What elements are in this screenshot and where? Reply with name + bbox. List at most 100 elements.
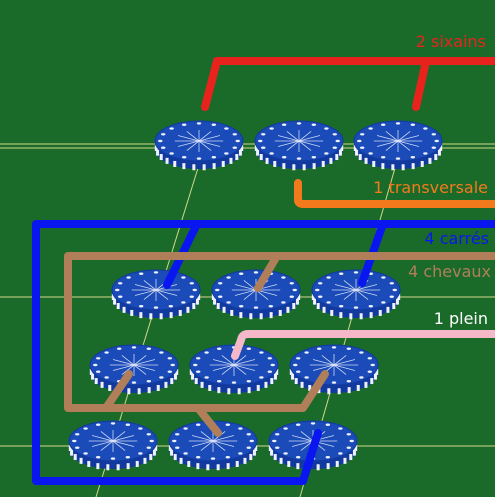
chip-rim-mark	[181, 123, 187, 126]
chip-edge-stripe	[337, 388, 341, 395]
chip-edge-stripe	[70, 449, 74, 456]
sixains-bet[interactable]	[201, 57, 495, 111]
chip-rim-mark	[189, 282, 194, 285]
chip-rim-mark	[238, 427, 243, 430]
chip-edge-stripe	[434, 154, 438, 161]
chip-edge-stripe	[213, 298, 217, 305]
chip-star-ray	[385, 131, 399, 142]
chip-edge-stripe	[395, 298, 399, 305]
chip-edge-stripe	[373, 373, 377, 380]
chip-edge-stripe	[156, 149, 160, 156]
chip-edge-stripe	[135, 460, 139, 467]
chip-rim-mark	[110, 457, 116, 460]
chip-rim-mark	[131, 346, 137, 349]
chip-edge-stripe	[278, 309, 282, 316]
chip-rim-mark	[146, 380, 152, 383]
chip-rim-mark	[261, 146, 266, 149]
chip-star-ray	[300, 431, 314, 442]
chip-edge-stripe	[178, 309, 182, 316]
chip-rim-mark	[246, 380, 252, 383]
chip-rim-mark	[326, 276, 331, 279]
chip-edge-stripe	[235, 154, 239, 161]
chip-rim-mark	[126, 301, 131, 304]
chip-star-ray	[91, 435, 114, 442]
chip-edge-stripe	[437, 149, 441, 156]
chip-edge-stripe	[116, 303, 120, 310]
chip-star-ray	[234, 284, 257, 291]
chip-rim-mark	[381, 276, 386, 279]
chip-star-ray	[133, 355, 147, 366]
chip-edge-stripe	[217, 387, 221, 394]
chip-edge-stripe	[173, 373, 177, 380]
chip-rim-mark	[368, 127, 373, 130]
plein-bet[interactable]	[231, 330, 495, 360]
chip-star-ray	[355, 289, 369, 300]
chip-rim-mark	[224, 152, 229, 155]
chip-star-ray	[133, 364, 147, 375]
chip-rim-mark	[225, 423, 231, 426]
chip-rim-mark	[367, 370, 372, 373]
chip-edge-stripe	[335, 154, 339, 161]
chevaux-bet[interactable]	[64, 252, 495, 437]
chip-edge-stripe	[352, 449, 356, 456]
chip-star-ray	[198, 131, 212, 142]
chip-rim-mark	[196, 357, 201, 360]
chip-rim-mark	[168, 305, 174, 308]
chip-star-ray	[133, 364, 156, 371]
chip-edge-stripe	[127, 388, 131, 395]
chip-edge-stripe	[343, 457, 347, 464]
chip	[111, 269, 201, 320]
chip-edge-stripe	[192, 164, 196, 171]
chip-rim-mark	[311, 123, 317, 126]
chip-edge-stripe	[381, 163, 385, 170]
chip-rim-mark	[423, 127, 428, 130]
chip-edge-stripe	[243, 457, 247, 464]
transversale-bet[interactable]	[294, 179, 495, 208]
chip-star-ray	[112, 431, 126, 442]
chip-edge-stripe	[139, 312, 143, 319]
chip-rim-mark	[261, 133, 266, 136]
chip-edge-stripe	[329, 157, 333, 164]
chip-edge-stripe	[411, 163, 415, 170]
chip-edge-stripe	[149, 313, 153, 320]
chip-edge-stripe	[330, 309, 334, 316]
chip-rim-mark	[269, 127, 274, 130]
chip-edge-stripe	[273, 454, 277, 461]
chip-rim-mark	[281, 123, 287, 126]
chip	[168, 420, 258, 471]
chip-edge-stripe	[275, 369, 279, 375]
chip-edge-stripe	[216, 303, 220, 310]
chip-rim-mark	[149, 439, 154, 443]
chip-rim-mark	[224, 127, 229, 130]
chip-edge-stripe	[439, 145, 443, 151]
chip-rim-mark	[338, 272, 344, 275]
chip-edge-stripe	[297, 294, 301, 300]
chip	[211, 269, 301, 320]
chip-edge-stripe	[364, 157, 368, 164]
chip-star-ray	[198, 140, 221, 147]
chip-star-ray	[376, 135, 399, 142]
chip-rim-mark	[380, 156, 386, 159]
chip-rim-mark	[275, 446, 280, 449]
chip-rim-mark	[359, 351, 364, 354]
chip-rim-mark	[118, 295, 123, 298]
chip-star-ray	[143, 280, 157, 291]
chip-star-ray	[112, 359, 135, 366]
chip	[254, 120, 344, 171]
chip-edge-stripe	[186, 306, 190, 313]
chip-edge-stripe	[68, 445, 72, 451]
chip-star-ray	[212, 440, 235, 447]
chip-rim-mark	[146, 433, 151, 436]
chip-rim-mark	[238, 452, 243, 455]
chip-rim-mark	[370, 363, 375, 367]
chip-rim-mark	[360, 146, 365, 149]
chip-edge-stripe	[364, 381, 368, 388]
chip-star-ray	[277, 135, 300, 142]
chip-edge-stripe	[378, 309, 382, 316]
chip-edge-stripe	[289, 369, 293, 375]
chip-edge-stripe	[296, 463, 300, 470]
chip-rim-mark	[326, 301, 331, 304]
chip-edge-stripe	[356, 384, 360, 391]
chip-star-ray	[334, 289, 357, 296]
chip-rim-mark	[231, 381, 237, 384]
